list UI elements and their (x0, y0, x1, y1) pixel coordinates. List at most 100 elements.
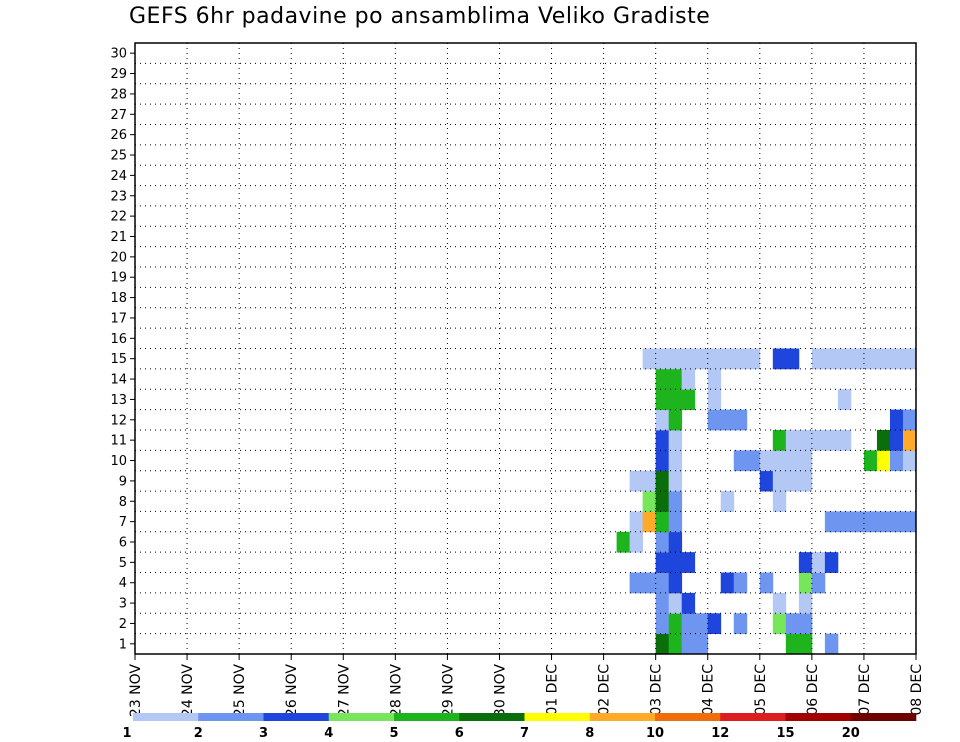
heatmap-cell (681, 613, 696, 635)
heatmap-cell (681, 633, 696, 655)
y-tick-label: 1 (119, 637, 127, 652)
heatmap-cell (759, 572, 774, 594)
heatmap-cell (655, 348, 670, 370)
y-tick-label: 9 (119, 474, 127, 489)
heatmap-cell (655, 633, 670, 655)
chart-title: GEFS 6hr padavine po ansamblima Veliko G… (129, 4, 711, 29)
grid-lines (135, 43, 916, 654)
x-tick-label: 27 NOV (336, 664, 352, 718)
heatmap-cell (720, 348, 735, 370)
heatmap-cell (863, 348, 878, 370)
y-tick-label: 29 (110, 67, 127, 82)
heatmap-cell (616, 531, 631, 553)
heatmap-cell (798, 450, 813, 472)
y-tick-label: 22 (110, 210, 127, 225)
colorbar-label: 20 (842, 726, 860, 741)
colorbar-swatch (263, 713, 330, 721)
colorbar-label: 2 (194, 726, 203, 741)
heatmap-cell (902, 450, 917, 472)
heatmap-cell (655, 572, 670, 594)
heatmap-cell (863, 511, 878, 533)
y-tick-label: 6 (119, 535, 127, 550)
y-tick-label: 24 (110, 169, 127, 184)
colorbar-label: 5 (389, 726, 398, 741)
heatmap-cells (616, 348, 917, 655)
heatmap-cell (876, 511, 891, 533)
heatmap-cell (655, 531, 670, 553)
heatmap-cell (772, 470, 787, 492)
y-tick-label: 4 (119, 576, 127, 591)
heatmap-cell (629, 470, 644, 492)
colorbar-swatch (524, 713, 591, 721)
heatmap-cell (707, 409, 722, 431)
heatmap-cell (720, 491, 735, 512)
heatmap-cell (785, 429, 800, 451)
heatmap-cell (655, 592, 670, 614)
heatmap-cell (863, 450, 878, 472)
colorbar-swatch (785, 713, 852, 721)
heatmap-cell (798, 572, 813, 594)
heatmap-cell (642, 572, 657, 594)
heatmap-cell (902, 409, 917, 431)
heatmap-cell (681, 592, 696, 614)
heatmap-cell (655, 470, 670, 492)
y-tick-label: 10 (110, 454, 127, 469)
x-tick-label: 02 DEC (597, 664, 613, 716)
heatmap-cell (720, 572, 735, 594)
x-tick-label: 04 DEC (701, 664, 717, 716)
heatmap-cell (772, 613, 787, 635)
heatmap-cell (694, 633, 709, 655)
heatmap-cell (902, 511, 917, 533)
heatmap-cell (681, 368, 696, 390)
heatmap-cell (642, 348, 657, 370)
y-tick-label: 2 (119, 617, 127, 632)
heatmap-cell (642, 491, 657, 512)
heatmap-cell (668, 613, 683, 635)
x-tick-label: 01 DEC (545, 664, 561, 716)
y-tick-label: 3 (119, 597, 127, 612)
y-tick-label: 11 (110, 434, 127, 449)
heatmap-cell (655, 613, 670, 635)
heatmap-cell (642, 511, 657, 533)
heatmap-cell (798, 613, 813, 635)
x-tick-label: 08 DEC (909, 664, 925, 716)
colorbar-label: 1 (122, 726, 131, 741)
y-tick-label: 21 (110, 230, 127, 245)
colorbar-swatch (850, 713, 917, 721)
heatmap-cell (798, 633, 813, 655)
heatmap-cell (876, 429, 891, 451)
heatmap-cell (655, 552, 670, 573)
colorbar-swatch (589, 713, 656, 721)
heatmap-cell (668, 592, 683, 614)
heatmap-cell (902, 348, 917, 370)
x-tick-label: 23 NOV (128, 664, 144, 718)
colorbar-label: 7 (520, 726, 529, 741)
y-tick-label: 25 (110, 149, 127, 164)
heatmap-cell (759, 470, 774, 492)
heatmap-cell (785, 613, 800, 635)
y-tick-label: 8 (119, 495, 127, 510)
heatmap-cell (889, 511, 904, 533)
heatmap-cell (733, 348, 748, 370)
heatmap-cell (798, 592, 813, 614)
heatmap-cell (668, 552, 683, 573)
heatmap-cell (837, 429, 852, 451)
colorbar-label: 4 (324, 726, 333, 741)
colorbar-label: 3 (259, 726, 268, 741)
heatmap-cell (668, 470, 683, 492)
heatmap-cell (746, 348, 761, 370)
heatmap-cell (811, 572, 826, 594)
heatmap-cell (655, 511, 670, 533)
y-tick-label: 7 (119, 515, 127, 530)
heatmap-cell (668, 633, 683, 655)
heatmap-cell (655, 409, 670, 431)
heatmap-cell (772, 429, 787, 451)
x-tick-label: 28 NOV (388, 664, 404, 718)
heatmap-cell (668, 531, 683, 553)
x-tick-label: 26 NOV (284, 664, 300, 718)
heatmap-cell (798, 470, 813, 492)
y-tick-label: 23 (110, 189, 127, 204)
heatmap-cell (811, 348, 826, 370)
heatmap-cell (707, 348, 722, 370)
